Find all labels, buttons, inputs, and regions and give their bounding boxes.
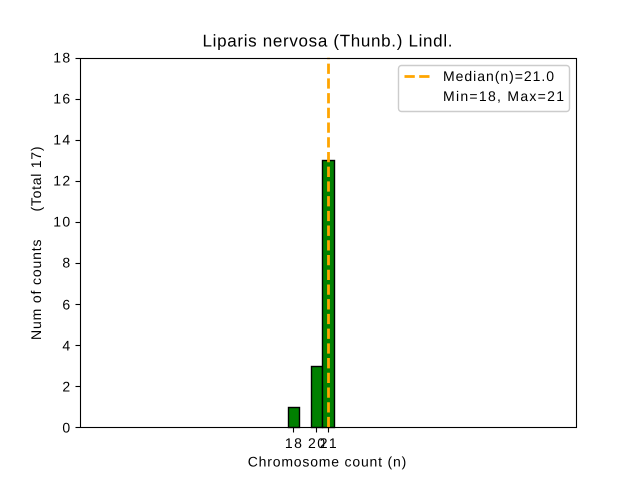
svg-text:18: 18	[53, 50, 70, 66]
svg-text:20: 20	[308, 435, 325, 451]
svg-text:Num of counts: Num of counts	[28, 240, 44, 341]
svg-text:Liparis nervosa (Thunb.) Lindl: Liparis nervosa (Thunb.) Lindl.	[203, 32, 453, 51]
svg-text:10: 10	[53, 214, 70, 230]
svg-text:21: 21	[320, 435, 337, 451]
svg-text:Chromosome count (n): Chromosome count (n)	[248, 454, 407, 470]
svg-text:12: 12	[53, 173, 70, 189]
svg-text:18: 18	[285, 435, 302, 451]
svg-text:Min=18, Max=21: Min=18, Max=21	[443, 88, 564, 104]
svg-text:14: 14	[53, 132, 70, 148]
svg-text:2: 2	[62, 379, 70, 395]
svg-text:4: 4	[62, 338, 70, 354]
svg-text:8: 8	[62, 255, 70, 271]
svg-text:16: 16	[53, 91, 70, 107]
svg-text:(Total 17): (Total 17)	[28, 147, 44, 212]
svg-text:6: 6	[62, 297, 70, 313]
svg-text:0: 0	[62, 420, 70, 436]
svg-text:Median(n)=21.0: Median(n)=21.0	[443, 68, 554, 84]
